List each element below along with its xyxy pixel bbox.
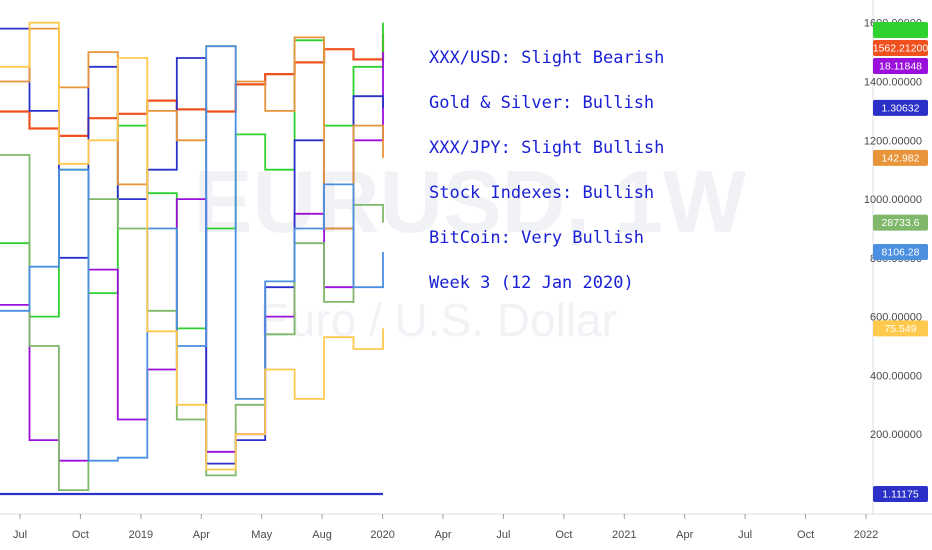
price-tag-label: 1562.21200 [873,43,929,55]
price-tag-green [873,22,928,38]
annotation-gold-silver: Gold & Silver: Bullish [429,93,654,113]
price-tag-label: 142.982 [882,152,920,164]
annotations: XXX/USD: Slight Bearish Gold & Silver: B… [429,48,664,293]
x-tick-label: May [251,529,272,541]
price-tag-background [873,40,928,56]
annotation-stock-indexes: Stock Indexes: Bullish [429,183,654,203]
x-tick-label: 2021 [612,529,636,541]
x-tick-label: Oct [555,529,572,541]
time-axis[interactable]: Jul Oct 2019 Apr May Aug 2020 Apr Jul Oct 2021 Apr J… [13,514,878,541]
price-tag-background [873,58,928,74]
annotation-xxx-jpy: XXX/JPY: Slight Bullish [429,138,664,158]
x-tick-label: 2022 [854,529,878,541]
x-tick-label: Jul [738,529,752,541]
price-tag-label: 1.11175 [882,489,919,501]
y-tick-label: 1200.00000 [864,135,922,147]
price-tag-navy: 1.30632 [873,99,928,116]
price-tag-label: 1.30632 [882,102,920,114]
y-tick-label: 200.00000 [870,429,922,441]
x-tick-label: Oct [72,529,89,541]
price-tag-label: 18.11848 [879,61,922,73]
x-tick-label: 2019 [129,529,153,541]
price-tag-background [873,149,928,166]
x-tick-label: Apr [193,529,210,541]
price-tag-yellow: 75.549 [873,320,928,337]
annotation-week: Week 3 (12 Jan 2020) [429,273,634,293]
watermark-description: Euro / U.S. Dollar [259,294,617,346]
series-line-yellow [0,21,384,471]
price-tag-red: 1562.21200 [873,40,929,56]
price-tags: 1562.21200 18.11848 1.30632 142.982 28733.6 8… [873,22,929,502]
y-tick-label: 1000.00000 [864,194,922,206]
price-tag-background [873,22,928,38]
x-tick-label: Jul [13,529,27,541]
price-tag-background [873,214,928,231]
price-tag-sage: 28733.6 [873,214,928,231]
annotation-xxx-usd: XXX/USD: Slight Bearish [429,48,664,68]
price-tag-background [873,486,928,502]
price-tag-label: 8106.28 [882,247,920,259]
price-tag-baseline: 1.11175 [873,486,928,502]
x-tick-label: Oct [797,529,814,541]
price-tag-background [873,99,928,116]
watermark: EURUSD, 1W Euro / U.S. Dollar [194,152,747,346]
x-tick-label: 2020 [370,529,394,541]
x-tick-label: Apr [676,529,693,541]
annotation-bitcoin: BitCoin: Very Bullish [429,228,644,248]
x-tick-label: Jul [496,529,510,541]
price-tag-purple: 18.11848 [873,58,928,74]
price-axis[interactable]: 200.00000400.00000600.00000800.000001000… [864,18,922,442]
y-tick-label: 400.00000 [870,370,922,382]
price-tag-label: 75.549 [884,323,916,335]
price-tag-label: 28733.6 [882,217,920,229]
series-line-steel [0,45,384,462]
price-tag-orange: 142.982 [873,149,928,166]
series-layer [0,21,385,491]
x-tick-label: Apr [434,529,451,541]
price-tag-background [873,244,928,260]
y-tick-label: 1400.00000 [864,77,922,89]
x-tick-label: Aug [312,529,332,541]
price-tag-background [873,320,928,337]
price-tag-steel: 8106.28 [873,244,928,260]
watermark-symbol: EURUSD, 1W [194,152,747,251]
